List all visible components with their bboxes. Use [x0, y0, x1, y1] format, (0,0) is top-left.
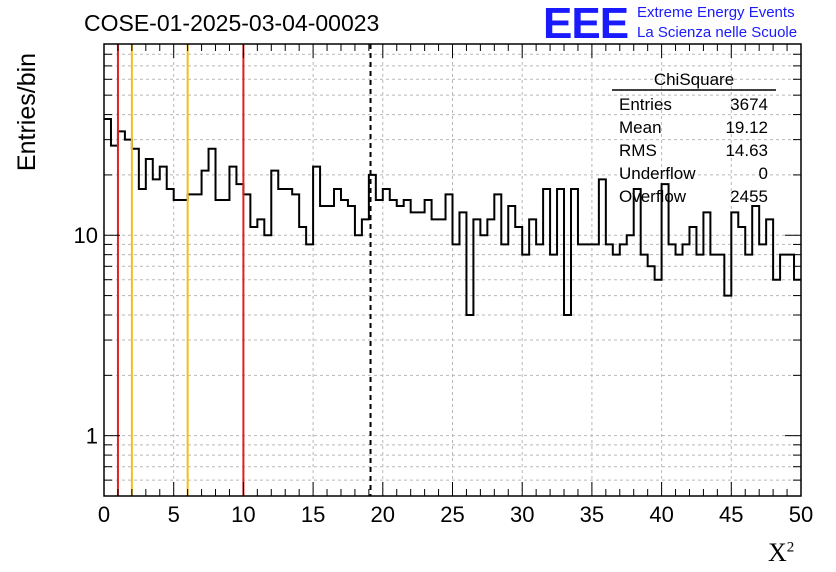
x-tick-label: 10 — [231, 502, 255, 527]
stats-label: Underflow — [619, 164, 696, 183]
x-tick-label: 20 — [371, 502, 395, 527]
x-tick-label: 35 — [580, 502, 604, 527]
stats-title: ChiSquare — [654, 70, 734, 89]
stats-label: RMS — [619, 141, 657, 160]
y-tick-label: 10 — [74, 223, 98, 248]
stats-label: Entries — [619, 95, 672, 114]
y-tick-label: 1 — [86, 424, 98, 449]
stats-value: 14.63 — [725, 141, 768, 160]
x-axis-label: X2 — [768, 538, 794, 568]
stats-value: 2455 — [730, 187, 768, 206]
stats-label: Overflow — [619, 187, 687, 206]
stats-label: Mean — [619, 118, 662, 137]
x-tick-label: 5 — [168, 502, 180, 527]
x-axis-label-symbol: X — [768, 538, 787, 567]
x-tick-label: 15 — [301, 502, 325, 527]
stats-value: 0 — [759, 164, 768, 183]
histogram-outline — [104, 118, 801, 317]
x-tick-label: 50 — [789, 502, 813, 527]
x-axis-label-superscript: 2 — [786, 539, 795, 556]
x-tick-label: 40 — [649, 502, 673, 527]
logo-line-2: La Scienza nelle Scuole — [637, 24, 798, 41]
chart-title: COSE-01-2025-03-04-00023 — [84, 10, 380, 36]
x-tick-label: 0 — [98, 502, 110, 527]
x-tick-label: 45 — [719, 502, 743, 527]
x-tick-label: 30 — [510, 502, 534, 527]
stats-value: 3674 — [730, 95, 768, 114]
x-tick-label: 25 — [440, 502, 464, 527]
stats-value: 19.12 — [725, 118, 768, 137]
eee-logo: EEE — [543, 0, 629, 48]
logo-line-1: Extreme Energy Events — [637, 4, 795, 21]
